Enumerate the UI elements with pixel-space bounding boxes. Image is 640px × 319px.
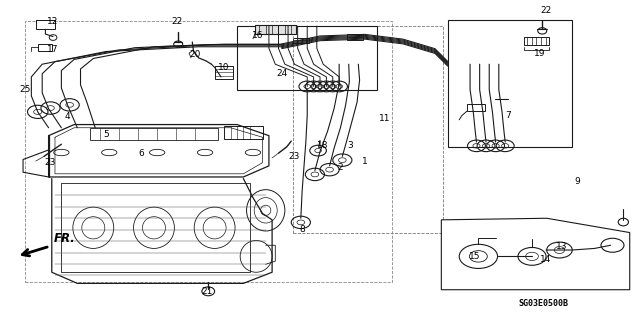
Text: 1: 1 — [362, 157, 367, 166]
Text: 2: 2 — [337, 163, 343, 172]
Bar — [237, 26, 378, 90]
Text: 8: 8 — [300, 225, 305, 234]
Polygon shape — [442, 218, 630, 290]
Bar — [25, 21, 392, 282]
Ellipse shape — [460, 244, 497, 269]
Bar — [214, 66, 232, 78]
Ellipse shape — [202, 287, 214, 296]
Text: 25: 25 — [20, 85, 31, 94]
Text: 4: 4 — [65, 112, 70, 121]
Text: 16: 16 — [252, 31, 263, 40]
Text: 6: 6 — [138, 149, 144, 158]
Bar — [448, 20, 572, 147]
Bar — [61, 183, 250, 272]
Text: 18: 18 — [317, 141, 328, 150]
Text: 21: 21 — [201, 287, 212, 296]
Text: 7: 7 — [505, 111, 511, 120]
Text: 9: 9 — [574, 177, 580, 186]
Ellipse shape — [518, 248, 546, 265]
Text: 24: 24 — [276, 69, 288, 78]
Text: FR.: FR. — [54, 232, 76, 245]
Bar — [293, 38, 309, 43]
Text: 19: 19 — [534, 48, 545, 58]
Text: 20: 20 — [189, 50, 200, 59]
Ellipse shape — [173, 41, 182, 48]
Ellipse shape — [538, 28, 547, 34]
Text: 22: 22 — [540, 6, 552, 15]
Text: 22: 22 — [172, 17, 183, 26]
Bar — [255, 25, 296, 34]
Text: 23: 23 — [288, 152, 300, 161]
Bar — [90, 128, 218, 140]
Text: 13: 13 — [556, 242, 568, 251]
Text: 12: 12 — [47, 17, 58, 26]
Text: 15: 15 — [468, 252, 480, 261]
Bar — [36, 20, 55, 29]
Bar — [524, 37, 548, 45]
Bar — [38, 44, 52, 50]
Ellipse shape — [601, 238, 624, 252]
Text: 5: 5 — [103, 130, 109, 138]
Text: 23: 23 — [44, 158, 56, 167]
Text: SG03E0500B: SG03E0500B — [518, 299, 568, 308]
Bar — [293, 26, 444, 233]
Text: 10: 10 — [218, 63, 229, 72]
Text: 17: 17 — [47, 45, 58, 55]
Text: 3: 3 — [348, 141, 353, 150]
Bar — [347, 34, 363, 40]
Text: 11: 11 — [380, 114, 391, 123]
Bar — [467, 104, 484, 111]
Bar — [224, 126, 262, 139]
Ellipse shape — [260, 205, 271, 215]
Ellipse shape — [547, 242, 572, 258]
Text: 14: 14 — [540, 255, 552, 264]
